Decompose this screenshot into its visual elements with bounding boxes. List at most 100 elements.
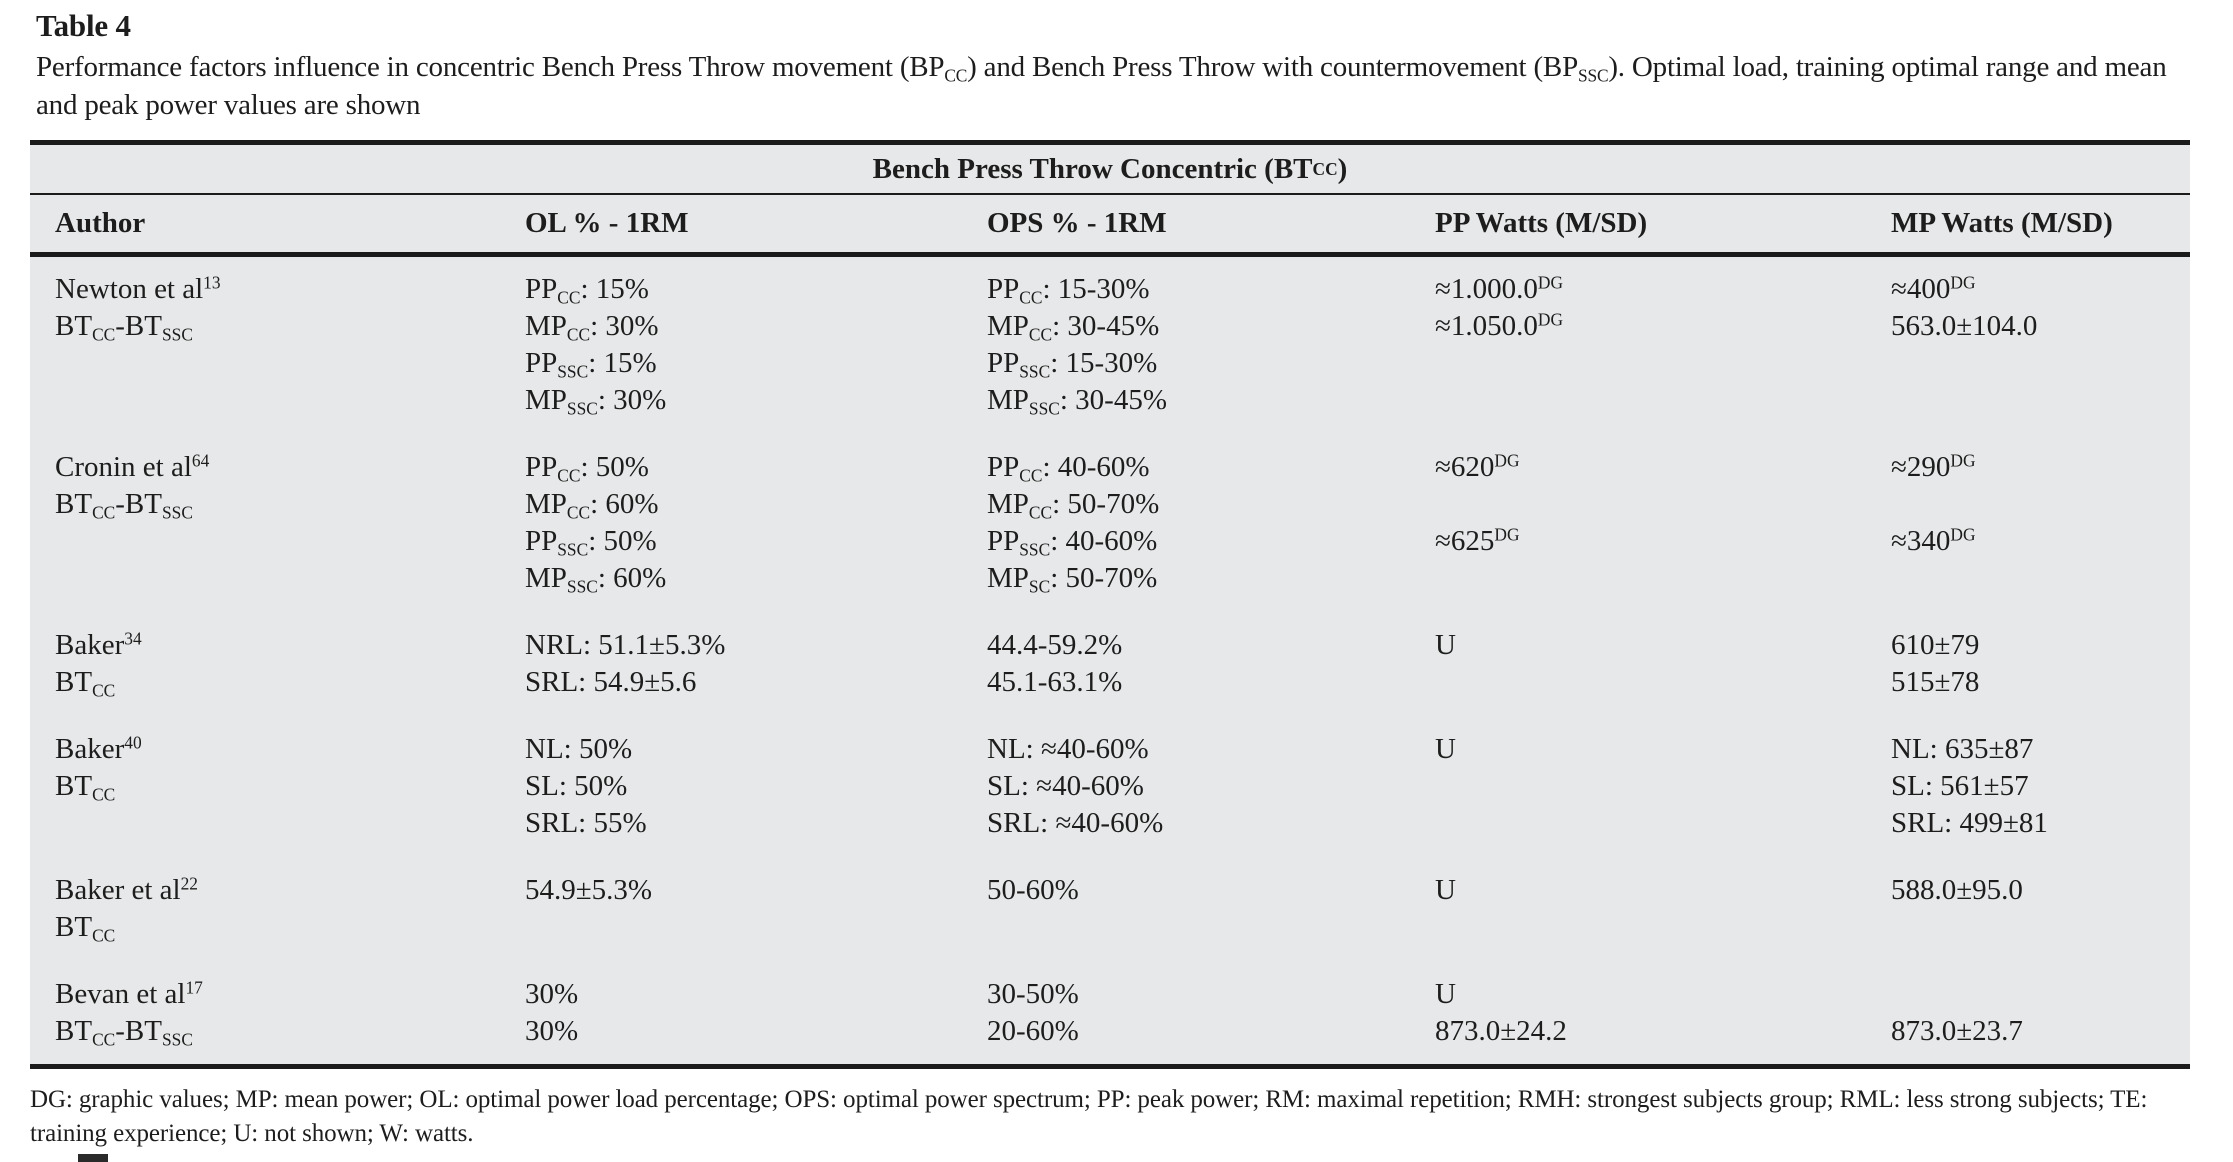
table-cell-pp: ≈1.000.0DG ≈1.050.0DG bbox=[1435, 271, 1891, 419]
cell-line: MPCC: 50-70% bbox=[987, 488, 1160, 523]
cell-line: NL: 50% bbox=[525, 733, 633, 765]
table-cell-pp: U 873.0±24.2 bbox=[1435, 976, 1891, 1050]
cell-line: SL: ≈40-60% bbox=[987, 770, 1144, 802]
cell-line: MPSSC: 30% bbox=[525, 384, 667, 419]
cell-line: 515±78 bbox=[1891, 666, 1980, 698]
cell-line: SL: 561±57 bbox=[1891, 770, 2029, 802]
cell-line: U bbox=[1435, 733, 1456, 765]
cell-line: 610±79 bbox=[1891, 629, 1980, 661]
cell-line: PPSSC: 50% bbox=[525, 525, 657, 560]
cell-line: 20-60% bbox=[987, 1015, 1079, 1047]
table-row: Cronin et al64 BTCC-BTSSC PPCC: 50% MPCC: 6… bbox=[55, 449, 2190, 597]
column-header-ops: OPS % - 1RM bbox=[987, 207, 1167, 239]
table-cell-pp: U bbox=[1435, 731, 1891, 842]
table-cell-ops: 30-50% 20-60% bbox=[987, 976, 1435, 1050]
cell-line: PPSSC: 40-60% bbox=[987, 525, 1158, 560]
table-cell-ops: PPCC: 40-60% MPCC: 50-70% PPSSC: 40-60% MPS… bbox=[987, 449, 1435, 597]
cell-line: ≈340DG bbox=[1891, 524, 1976, 557]
cell-line bbox=[1435, 486, 1891, 523]
table-cell-author: Newton et al13 BTCC-BTSSC bbox=[55, 271, 525, 419]
cell-line: ≈1.000.0DG bbox=[1435, 272, 1564, 305]
cell-line: SL: 50% bbox=[525, 770, 628, 802]
cell-line: Baker40 bbox=[55, 732, 142, 765]
cell-line: PPCC: 50% bbox=[525, 451, 649, 486]
cell-line: U bbox=[1435, 978, 1456, 1010]
cell-line: ≈620DG bbox=[1435, 450, 1520, 483]
cell-line: SRL: 499±81 bbox=[1891, 807, 2048, 839]
cell-line: MPSSC: 30-45% bbox=[987, 384, 1167, 419]
cell-line: BTCC-BTSSC bbox=[55, 1015, 193, 1050]
cell-line: U bbox=[1435, 629, 1456, 661]
cell-line: MPCC: 30% bbox=[525, 310, 659, 345]
cell-line: 30% bbox=[525, 1015, 579, 1047]
cell-line: MPSC: 50-70% bbox=[987, 562, 1158, 597]
cell-line: ≈625DG bbox=[1435, 524, 1520, 557]
table-body: Newton et al13 BTCC-BTSSC PPCC: 15% MPCC: 3… bbox=[30, 257, 2190, 1064]
table-cell-author: Baker34 BTCC bbox=[55, 627, 525, 701]
cell-line bbox=[1891, 486, 2190, 523]
cell-line: 30% bbox=[525, 978, 579, 1010]
table-row: Baker34 BTCC NRL: 51.1±5.3% SRL: 54.9±5.6 44… bbox=[55, 627, 2190, 701]
table-cell-ol: PPCC: 15% MPCC: 30% PPSSC: 15% MPSSC: 30% bbox=[525, 271, 987, 419]
cell-line: MPCC: 30-45% bbox=[987, 310, 1160, 345]
column-header-author: Author bbox=[55, 207, 146, 239]
cell-line: PPSSC: 15% bbox=[525, 347, 657, 382]
column-header-ol: OL % - 1RM bbox=[525, 207, 689, 239]
table-cell-author: Cronin et al64 BTCC-BTSSC bbox=[55, 449, 525, 597]
table-cell-pp: U bbox=[1435, 872, 1891, 946]
cell-line: NL: ≈40-60% bbox=[987, 733, 1149, 765]
cell-line: 45.1-63.1% bbox=[987, 666, 1123, 698]
table-column-headers: Author OL % - 1RM OPS % - 1RM PP Watts (… bbox=[30, 195, 2190, 257]
column-header-mp: MP Watts (M/SD) bbox=[1891, 207, 2113, 239]
cell-line: MPSSC: 60% bbox=[525, 562, 667, 597]
table-span-header: Bench Press Throw Concentric (BT CC) bbox=[30, 145, 2190, 195]
cell-line: BTCC bbox=[55, 911, 116, 946]
table-cell-ol: NRL: 51.1±5.3% SRL: 54.9±5.6 bbox=[525, 627, 987, 701]
table-cell-author: Bevan et al17 BTCC-BTSSC bbox=[55, 976, 525, 1050]
cell-line: Cronin et al64 bbox=[55, 450, 210, 483]
cell-line: ≈1.050.0DG bbox=[1435, 309, 1564, 342]
table-cell-mp: 610±79 515±78 bbox=[1891, 627, 2190, 701]
data-table: Bench Press Throw Concentric (BT CC) Auth… bbox=[30, 140, 2190, 1069]
cell-line: 588.0±95.0 bbox=[1891, 874, 2023, 906]
cell-line: Baker et al22 bbox=[55, 873, 198, 906]
cell-line: BTCC bbox=[55, 666, 116, 701]
table-caption: Performance factors influence in concent… bbox=[36, 51, 2167, 121]
cell-line: BTCC-BTSSC bbox=[55, 310, 193, 345]
table-cell-author: Baker40 BTCC bbox=[55, 731, 525, 842]
cell-line: Bevan et al17 bbox=[55, 977, 203, 1010]
cell-line: PPCC: 15% bbox=[525, 273, 649, 308]
cell-line: 54.9±5.3% bbox=[525, 874, 653, 906]
table-cell-ol: 30% 30% bbox=[525, 976, 987, 1050]
cropped-content-artifact bbox=[78, 1154, 108, 1162]
cell-line: SRL: 54.9±5.6 bbox=[525, 666, 697, 698]
table-cell-ops: 44.4-59.2% 45.1-63.1% bbox=[987, 627, 1435, 701]
cell-line: NRL: 51.1±5.3% bbox=[525, 629, 726, 661]
cell-line: U bbox=[1435, 874, 1456, 906]
table-cell-mp: NL: 635±87 SL: 561±57 SRL: 499±81 bbox=[1891, 731, 2190, 842]
cell-line: NL: 635±87 bbox=[1891, 733, 2034, 765]
cell-line: 30-50% bbox=[987, 978, 1079, 1010]
cell-line: 873.0±24.2 bbox=[1435, 1015, 1567, 1047]
table-label: Table 4 bbox=[36, 8, 131, 43]
table-cell-author: Baker et al22 BTCC bbox=[55, 872, 525, 946]
cell-line: BTCC bbox=[55, 770, 116, 805]
cell-line: 44.4-59.2% bbox=[987, 629, 1123, 661]
table-footnote: DG: graphic values; MP: mean power; OL: … bbox=[30, 1086, 2148, 1147]
table-cell-mp: 588.0±95.0 bbox=[1891, 872, 2190, 946]
cell-line: SRL: 55% bbox=[525, 807, 647, 839]
table-row: Baker et al22 BTCC 54.9±5.3% 50-60% U 588.0±9… bbox=[55, 872, 2190, 946]
cell-line: Baker34 bbox=[55, 628, 142, 661]
cell-line: ≈290DG bbox=[1891, 450, 1976, 483]
column-header-pp: PP Watts (M/SD) bbox=[1435, 207, 1648, 239]
table-row: Bevan et al17 BTCC-BTSSC 30% 30% 30-50% 20-60… bbox=[55, 976, 2190, 1050]
table-cell-ops: PPCC: 15-30% MPCC: 30-45% PPSSC: 15-30% MPS… bbox=[987, 271, 1435, 419]
cell-line: 563.0±104.0 bbox=[1891, 310, 2038, 342]
table-cell-ol: NL: 50% SL: 50% SRL: 55% bbox=[525, 731, 987, 842]
cell-line: 50-60% bbox=[987, 874, 1079, 906]
cell-line: 873.0±23.7 bbox=[1891, 1015, 2023, 1047]
table-cell-mp: ≈290DG ≈340DG bbox=[1891, 449, 2190, 597]
table-cell-mp: ≈400DG 563.0±104.0 bbox=[1891, 271, 2190, 419]
table-cell-ol: PPCC: 50% MPCC: 60% PPSSC: 50% MPSSC: 60% bbox=[525, 449, 987, 597]
